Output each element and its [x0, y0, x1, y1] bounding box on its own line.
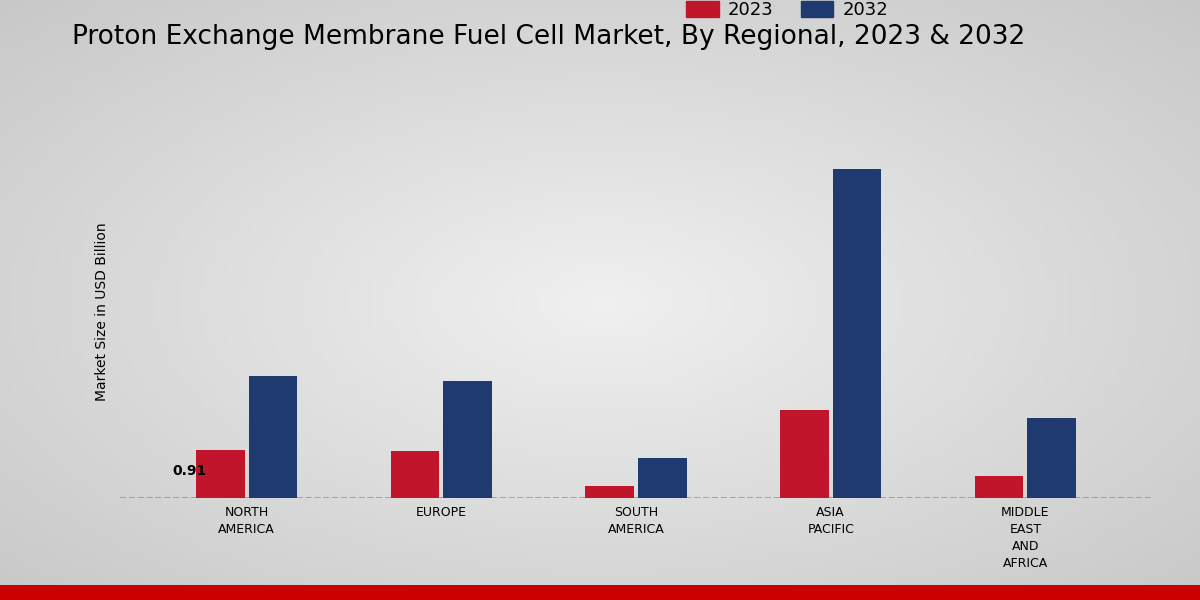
Text: Proton Exchange Membrane Fuel Cell Market, By Regional, 2023 & 2032: Proton Exchange Membrane Fuel Cell Marke…	[72, 24, 1025, 50]
Bar	[586, 487, 634, 498]
Y-axis label: Market Size in USD Billion: Market Size in USD Billion	[95, 223, 109, 401]
Bar	[1027, 418, 1076, 498]
Bar	[391, 451, 439, 498]
Bar	[248, 376, 298, 498]
Legend: 2023, 2032: 2023, 2032	[679, 0, 895, 26]
Bar	[638, 458, 686, 498]
Text: 0.91: 0.91	[173, 464, 206, 478]
Bar	[780, 410, 829, 498]
Bar	[196, 449, 245, 498]
Bar	[443, 381, 492, 498]
Bar	[833, 169, 881, 498]
Bar	[974, 476, 1024, 498]
